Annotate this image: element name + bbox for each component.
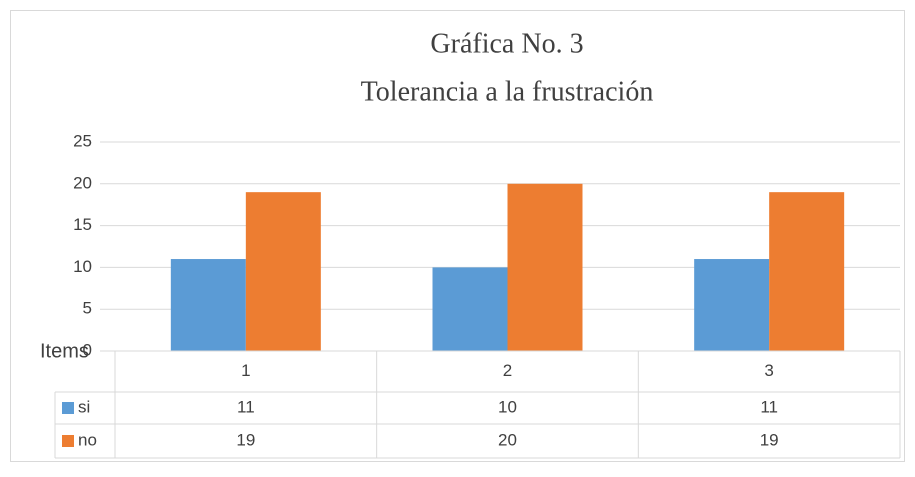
legend-label: no	[78, 430, 97, 449]
table-value: 20	[498, 430, 517, 449]
y-tick-label: 15	[73, 215, 92, 234]
bar	[432, 267, 508, 351]
table-value: 11	[237, 397, 255, 416]
y-tick-label: 5	[83, 299, 92, 318]
y-tick-label: 20	[73, 173, 92, 192]
chart-subtitle: Tolerancia a la frustración	[361, 76, 654, 107]
x-axis-label: Items	[40, 340, 89, 362]
y-tick-label: 25	[73, 131, 92, 150]
y-tick-label: 0	[83, 340, 92, 359]
chart-title: Gráfica No. 3	[430, 28, 583, 59]
legend-label: si	[78, 397, 90, 416]
legend-key	[62, 435, 74, 447]
y-tick-label: 10	[73, 257, 92, 276]
x-tick-label: 1	[241, 361, 250, 380]
bar	[245, 192, 321, 351]
table-value: 11	[760, 397, 778, 416]
chart-border	[10, 10, 905, 462]
x-tick-label: 3	[764, 361, 773, 380]
bar	[507, 183, 583, 351]
bar	[694, 259, 770, 351]
x-tick-label: 2	[503, 361, 512, 380]
table-value: 19	[236, 430, 255, 449]
legend-key	[62, 402, 74, 414]
table-value: 19	[760, 430, 779, 449]
bar	[170, 259, 246, 351]
table-value: 10	[498, 397, 517, 416]
bar	[769, 192, 845, 351]
